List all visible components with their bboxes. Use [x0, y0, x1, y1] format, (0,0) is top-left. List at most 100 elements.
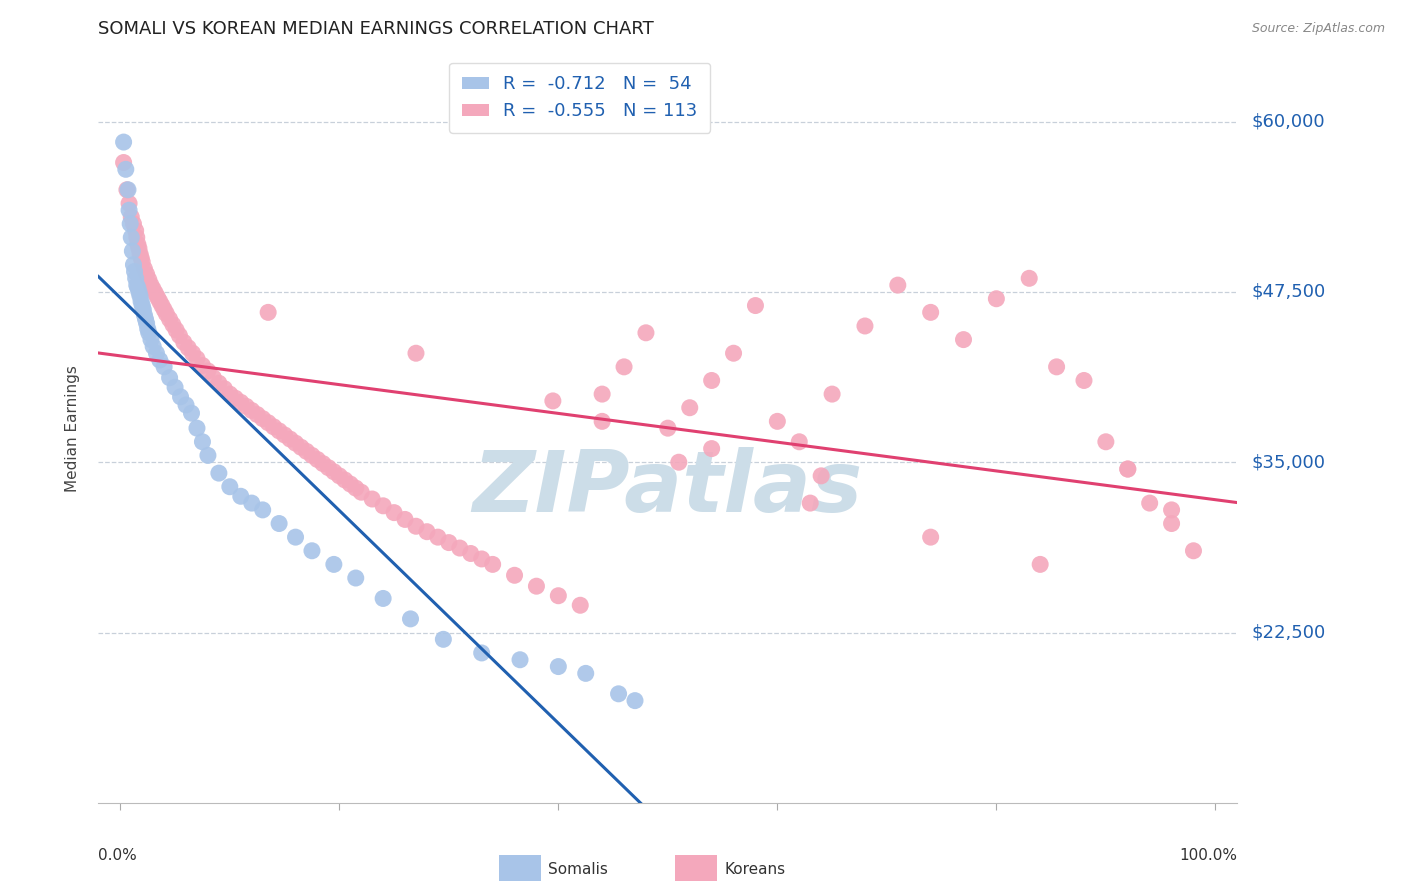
Point — [301, 449, 323, 463]
Point — [138, 326, 160, 340]
Point — [405, 519, 427, 533]
Point — [197, 449, 219, 463]
Point — [145, 346, 167, 360]
Point — [165, 323, 187, 337]
Point — [202, 370, 225, 384]
Point — [766, 414, 789, 428]
Point — [526, 579, 548, 593]
Point — [257, 416, 280, 430]
Point — [481, 558, 503, 572]
Point — [273, 428, 295, 442]
Point — [257, 305, 280, 319]
Point — [1095, 434, 1118, 449]
Point — [149, 353, 172, 368]
Point — [129, 294, 152, 309]
Point — [460, 547, 482, 561]
Text: SOMALI VS KOREAN MEDIAN EARNINGS CORRELATION CHART: SOMALI VS KOREAN MEDIAN EARNINGS CORRELA… — [98, 21, 654, 38]
Point — [240, 403, 263, 417]
Point — [394, 512, 416, 526]
Point — [339, 477, 361, 491]
Point — [344, 571, 367, 585]
Point — [240, 496, 263, 510]
Point — [135, 316, 157, 330]
Point — [159, 370, 181, 384]
Point — [471, 646, 494, 660]
Point — [208, 466, 231, 480]
Point — [263, 419, 285, 434]
Point — [333, 473, 356, 487]
Point — [121, 244, 143, 258]
Point — [114, 162, 136, 177]
Point — [138, 273, 160, 287]
Point — [1029, 558, 1052, 572]
Point — [252, 503, 274, 517]
Point — [322, 465, 344, 479]
Text: $22,500: $22,500 — [1251, 624, 1326, 641]
Point — [399, 612, 422, 626]
Point — [290, 440, 312, 454]
Point — [124, 224, 146, 238]
Point — [124, 271, 146, 285]
Point — [125, 230, 148, 244]
Point — [173, 335, 195, 350]
Point — [371, 499, 394, 513]
Point — [112, 155, 135, 169]
Point — [624, 693, 647, 707]
Point — [318, 460, 340, 475]
Point — [153, 302, 176, 317]
Y-axis label: Median Earnings: Median Earnings — [65, 365, 80, 491]
Point — [269, 424, 291, 438]
Point — [218, 480, 240, 494]
Point — [509, 653, 531, 667]
Point — [1045, 359, 1067, 374]
Point — [145, 286, 167, 301]
Point — [284, 436, 307, 450]
Point — [350, 485, 373, 500]
Point — [149, 294, 172, 309]
Point — [426, 530, 449, 544]
Point — [416, 524, 439, 539]
Point — [575, 666, 598, 681]
Point — [191, 359, 214, 373]
Point — [127, 237, 149, 252]
Point — [887, 278, 910, 293]
Point — [1018, 271, 1040, 285]
Point — [278, 432, 301, 446]
Point — [191, 434, 214, 449]
Text: 0.0%: 0.0% — [98, 847, 138, 863]
Point — [165, 380, 187, 394]
Point — [1116, 462, 1139, 476]
Text: ZIPatlas: ZIPatlas — [472, 447, 863, 530]
Point — [136, 322, 159, 336]
Legend: R =  -0.712   N =  54, R =  -0.555   N = 113: R = -0.712 N = 54, R = -0.555 N = 113 — [449, 62, 710, 133]
Point — [131, 255, 153, 269]
Point — [405, 346, 427, 360]
Point — [218, 387, 240, 401]
Point — [139, 333, 162, 347]
Point — [607, 687, 630, 701]
Point — [150, 299, 173, 313]
Point — [700, 442, 723, 456]
Point — [613, 359, 636, 374]
Point — [186, 421, 208, 435]
Point — [1160, 516, 1182, 531]
Point — [246, 408, 269, 422]
Point — [541, 393, 564, 408]
Point — [432, 632, 454, 647]
Point — [134, 308, 156, 322]
Point — [197, 364, 219, 378]
Point — [952, 333, 974, 347]
Point — [120, 217, 142, 231]
Point — [146, 290, 169, 304]
Text: $35,000: $35,000 — [1251, 453, 1326, 471]
Point — [449, 541, 471, 555]
Point — [124, 264, 146, 278]
Point — [142, 282, 165, 296]
Point — [132, 302, 155, 317]
Text: Koreans: Koreans — [724, 863, 785, 877]
Point — [657, 421, 679, 435]
Point — [122, 217, 145, 231]
Point — [122, 258, 145, 272]
Point — [547, 659, 569, 673]
Text: $47,500: $47,500 — [1251, 283, 1326, 301]
